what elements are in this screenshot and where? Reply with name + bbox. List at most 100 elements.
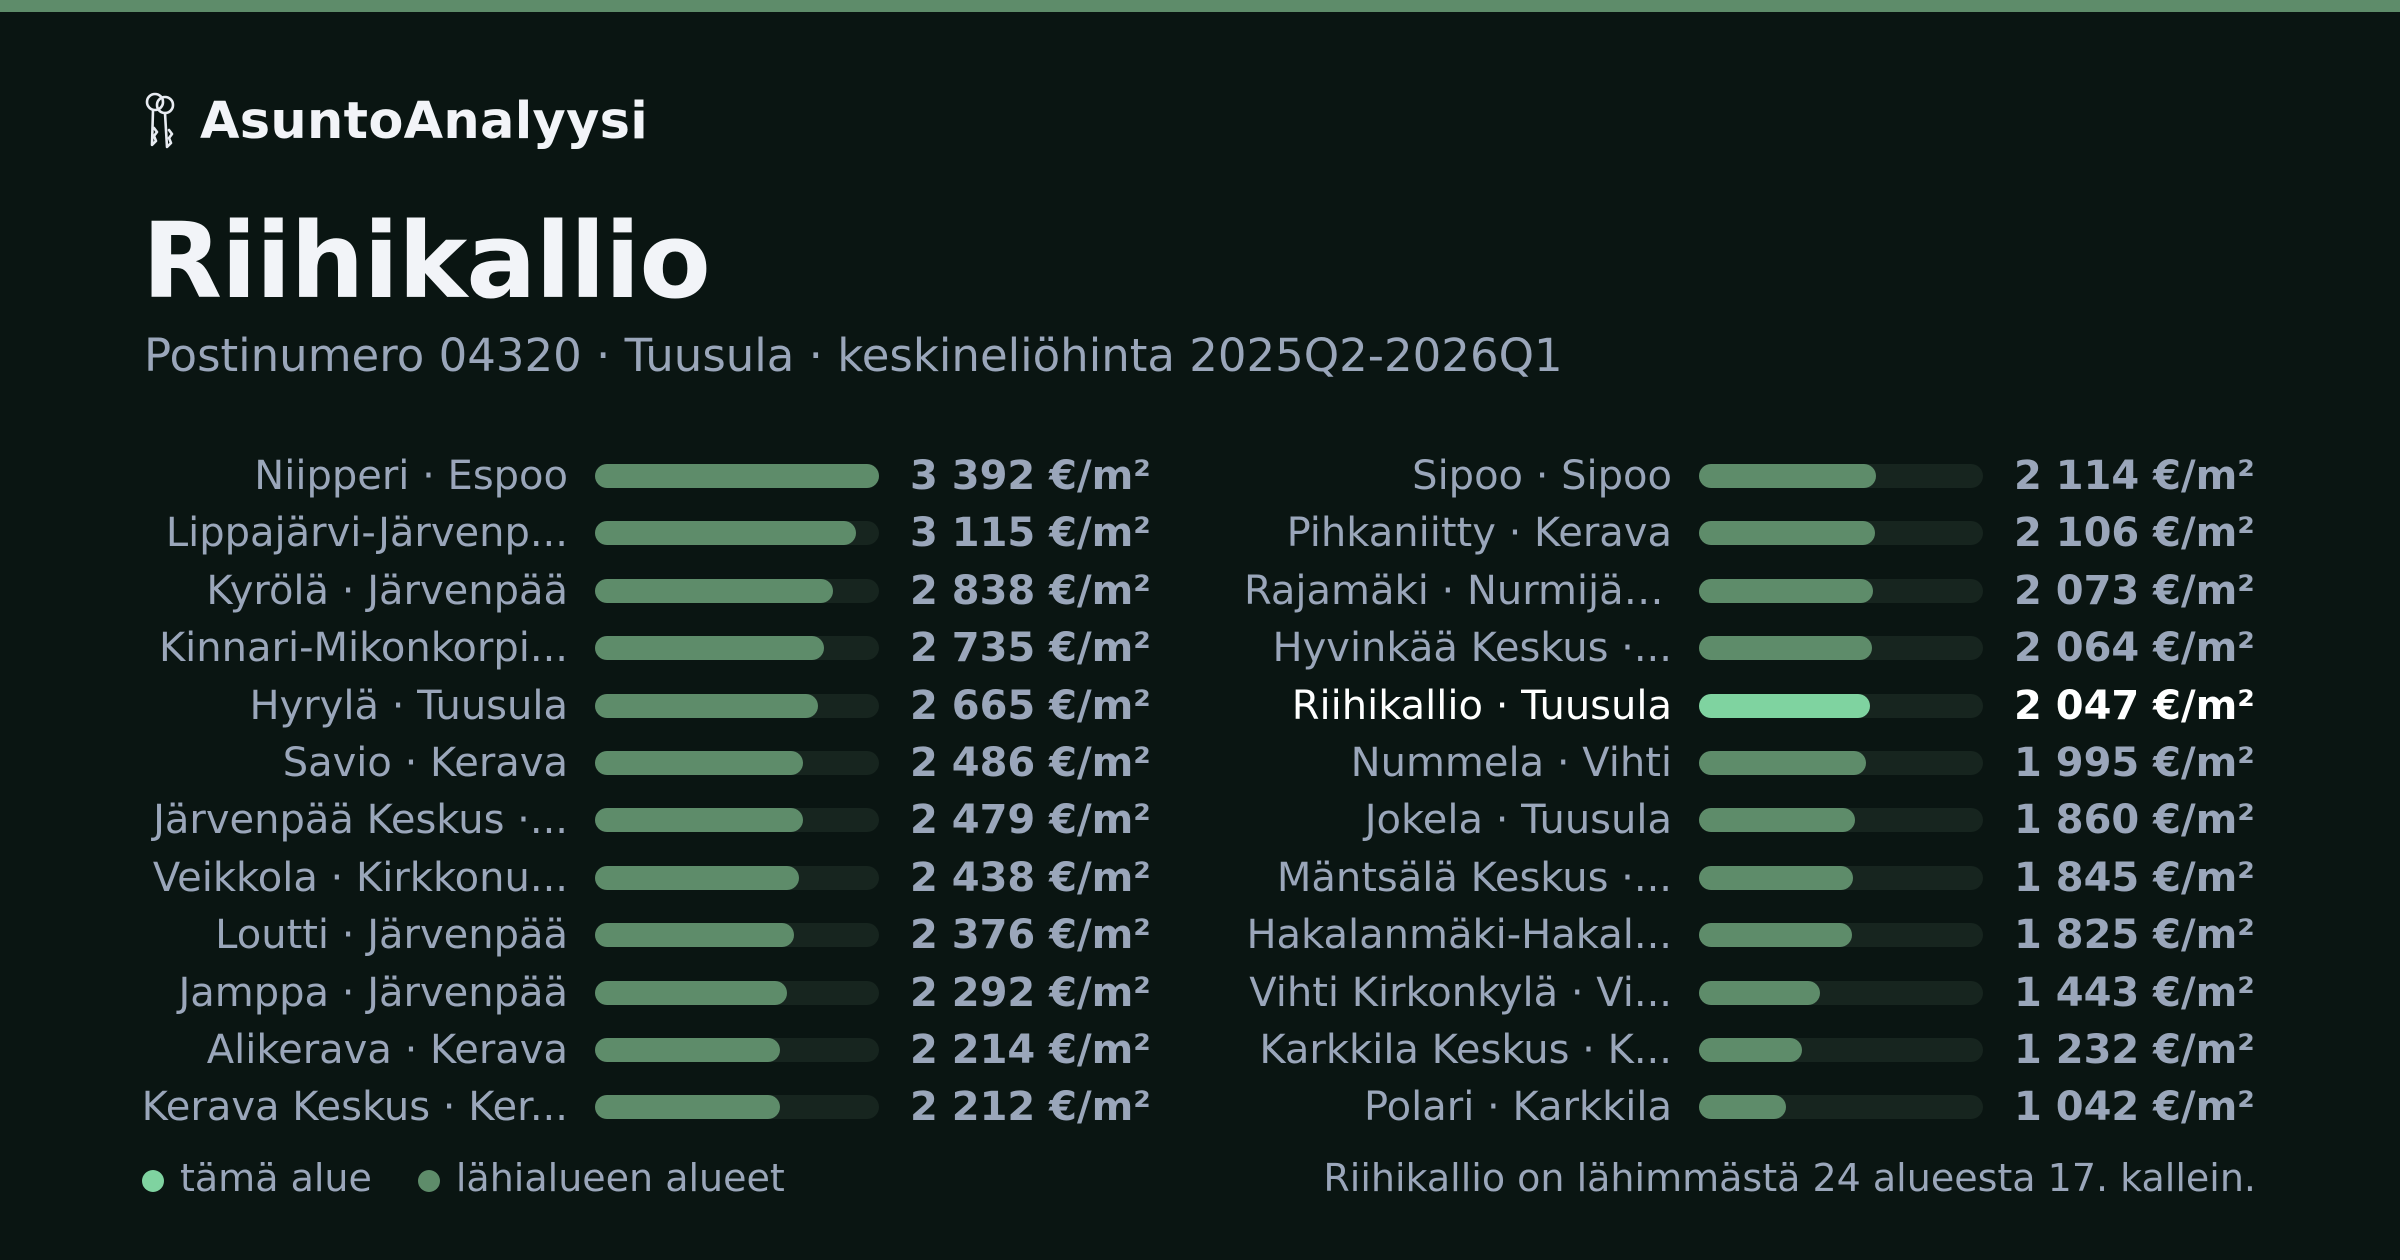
bar-label: Vihti Kirkonkylä · Vi... <box>1249 969 1672 1016</box>
bar-value-label: 2 665 €/m² <box>910 682 1151 729</box>
bar <box>1699 636 1872 661</box>
bar-value-label: 1 042 €/m² <box>2014 1084 2255 1131</box>
bar <box>1699 521 1876 546</box>
bar-track <box>1699 464 1983 488</box>
bar-row: Sipoo · Sipoo 2 114 €/m² <box>1244 444 2255 501</box>
bar-row: Mäntsälä Keskus ·... 1 845 €/m² <box>1244 846 2255 903</box>
bar <box>1699 1037 1803 1062</box>
bar-value-label: 1 860 €/m² <box>2014 797 2255 844</box>
bar <box>595 1095 781 1120</box>
bar-value-label: 2 114 €/m² <box>2014 453 2255 499</box>
bar <box>595 693 819 718</box>
chart-column-left: Niipperi · Espoo 3 392 €/m² Lippajärvi-Jär… <box>140 444 1151 1133</box>
bar-value-label: 2 064 €/m² <box>2014 625 2255 672</box>
bar-label: Karkkila Keskus · K... <box>1259 1026 1672 1073</box>
bar <box>595 578 833 603</box>
bar-value-label: 2 214 €/m² <box>910 1026 1151 1073</box>
bar-track <box>595 636 879 661</box>
bar-value-label: 1 443 €/m² <box>2014 969 2255 1016</box>
bar-row: Polari · Karkkila 1 042 €/m² <box>1244 1075 2255 1132</box>
bar-track <box>595 578 879 603</box>
bar-value-label: 2 073 €/m² <box>2014 567 2255 614</box>
legend-label-nearby-areas: lähialueen alueet <box>455 1156 785 1200</box>
bar-track <box>595 464 879 488</box>
bar <box>595 636 824 661</box>
bar-label: Järvenpää Keskus ·... <box>153 797 568 844</box>
legend-label-this-area: tämä alue <box>180 1156 372 1200</box>
bar-row: Rajamäki · Nurmijärvi 2 073 €/m² <box>1244 559 2255 616</box>
bar <box>595 1037 781 1062</box>
bar-value-label: 2 212 €/m² <box>910 1084 1151 1131</box>
bar-row: Hyvinkää Keskus ·... 2 064 €/m² <box>1244 616 2255 673</box>
bar-track <box>595 865 879 890</box>
bar-value-label: 2 838 €/m² <box>910 567 1151 614</box>
legend: tämä alue lähialueen alueet <box>142 1148 785 1208</box>
bar <box>1699 865 1854 890</box>
bar-track <box>1699 1037 1983 1062</box>
bar-label: Kinnari-Mikonkorpi... <box>158 625 568 672</box>
bar-label: Riihikallio · Tuusula <box>1291 682 1672 729</box>
bar-label: Mäntsälä Keskus ·... <box>1276 854 1672 901</box>
bar <box>1699 750 1867 775</box>
bar-value-label: 3 392 €/m² <box>910 453 1151 499</box>
bar-row: Loutti · Järvenpää 2 376 €/m² <box>140 903 1151 960</box>
bar-track <box>595 1037 879 1062</box>
bar-track <box>1699 693 1983 718</box>
bar <box>1699 693 1871 718</box>
bar <box>1699 578 1873 603</box>
legend-dot-this-area <box>142 1170 164 1192</box>
keys-icon <box>145 92 175 149</box>
bar-track <box>1699 808 1983 833</box>
bar-row: Jokela · Tuusula 1 860 €/m² <box>1244 788 2255 845</box>
bar-row: Järvenpää Keskus ·... 2 479 €/m² <box>140 788 1151 845</box>
bar <box>595 750 804 775</box>
bar-value-label: 2 438 €/m² <box>910 854 1151 901</box>
rank-summary: Riihikallio on lähimmästä 24 alueesta 17… <box>1323 1156 2256 1200</box>
bar-row: Jamppa · Järvenpää 2 292 €/m² <box>140 961 1150 1018</box>
bar-label: Jamppa · Järvenpää <box>178 969 568 1016</box>
bar-row: Karkkila Keskus · K... 1 232 €/m² <box>1244 1018 2254 1075</box>
bar-value-label: 2 047 €/m² <box>2014 682 2255 729</box>
bar-row: Alikerava · Kerava 2 214 €/m² <box>140 1018 1151 1075</box>
bar-track <box>595 1095 879 1120</box>
bar-label: Hyvinkää Keskus ·... <box>1272 625 1672 672</box>
bar-value-label: 2 376 €/m² <box>910 912 1151 959</box>
bar <box>1699 923 1852 948</box>
brand-name: AsuntoAnalyysi <box>200 91 649 151</box>
bar-label: Pihkaniitty · Kerava <box>1286 510 1672 557</box>
bar-label: Hakalanmäki-Hakal... <box>1246 912 1672 959</box>
bar-label: Savio · Kerava <box>282 739 568 786</box>
bar-row: Savio · Kerava 2 486 €/m² <box>140 731 1151 788</box>
bar-track <box>1699 865 1983 890</box>
bar-row: Hyrylä · Tuusula 2 665 €/m² <box>140 674 1150 731</box>
bar <box>1699 980 1820 1005</box>
bar <box>595 521 856 546</box>
bar-row: Vihti Kirkonkylä · Vi... 1 443 €/m² <box>1244 961 2255 1018</box>
bar <box>595 865 800 890</box>
bar-value-label: 1 825 €/m² <box>2014 912 2255 959</box>
bar-track <box>595 923 879 948</box>
bar-label: Loutti · Järvenpää <box>215 912 568 959</box>
bar-row: Kyrölä · Järvenpää 2 838 €/m² <box>140 559 1150 616</box>
bar-label: Jokela · Tuusula <box>1364 797 1672 844</box>
bar-label: Polari · Karkkila <box>1363 1084 1672 1131</box>
bar-track <box>1699 578 1983 603</box>
bar-row: Niipperi · Espoo 3 392 €/m² <box>140 444 1151 501</box>
bar <box>595 464 879 488</box>
bar-value-label: 1 845 €/m² <box>2014 854 2255 901</box>
top-accent-bar <box>0 0 2400 12</box>
bar <box>595 808 803 833</box>
bar-label: Rajamäki · Nurmijärvi <box>1244 567 1672 614</box>
page-subtitle: Postinumero 04320 · Tuusula · keskineliö… <box>144 329 1563 382</box>
bar-track <box>1699 980 1983 1005</box>
bar-label: Veikkola · Kirkkonu... <box>152 854 568 901</box>
bar-track <box>1699 1095 1983 1120</box>
legend-dot-nearby-areas <box>417 1170 440 1192</box>
bar-row: Lippajärvi-Järvenp... 3 115 €/m² <box>140 501 1151 558</box>
bar-value-label: 1 995 €/m² <box>2014 739 2255 786</box>
bar-label: Lippajärvi-Järvenp... <box>165 510 568 557</box>
bar-track <box>1699 750 1983 775</box>
bar-value-label: 2 292 €/m² <box>910 969 1151 1016</box>
bar <box>1699 464 1876 488</box>
bar-label: Hyrylä · Tuusula <box>249 682 568 729</box>
